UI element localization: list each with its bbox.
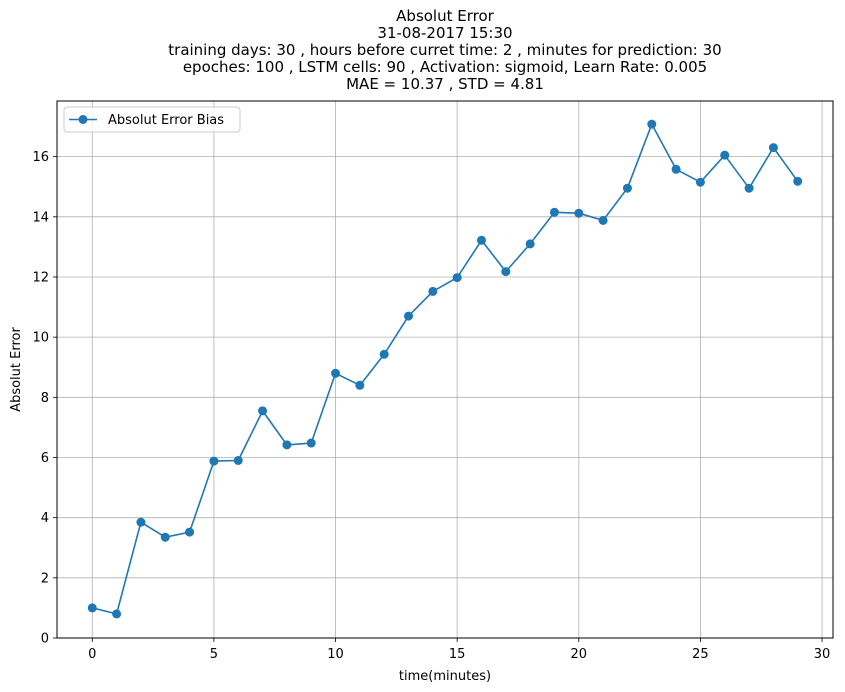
x-axis-label: time(minutes) bbox=[399, 669, 491, 684]
x-tick-label: 5 bbox=[210, 647, 218, 662]
x-tick-label: 15 bbox=[449, 647, 466, 662]
y-tick-label: 0 bbox=[41, 632, 49, 647]
y-tick-label: 6 bbox=[41, 451, 49, 466]
series-line bbox=[92, 123, 799, 615]
data-point bbox=[525, 239, 535, 249]
data-point bbox=[793, 176, 803, 186]
data-point bbox=[452, 273, 462, 283]
x-tick-label: 0 bbox=[88, 647, 96, 662]
data-point bbox=[331, 368, 341, 378]
y-tick-label: 10 bbox=[32, 331, 49, 346]
y-tick-label: 12 bbox=[32, 270, 49, 285]
tick-layer: 0 5 10 15 20 25 30 0 2 4 6 8 10 12 14 16 bbox=[32, 150, 830, 662]
y-tick-label: 14 bbox=[32, 210, 49, 225]
data-point bbox=[87, 603, 97, 613]
y-tick-label: 16 bbox=[32, 150, 49, 165]
data-point bbox=[428, 286, 438, 296]
title-line-1: Absolut Error bbox=[396, 7, 494, 25]
data-point bbox=[355, 380, 365, 390]
data-point bbox=[233, 456, 243, 466]
x-tick-label: 25 bbox=[692, 647, 709, 662]
data-point bbox=[574, 208, 584, 218]
title-line-4: epoches: 100 , LSTM cells: 90 , Activati… bbox=[182, 58, 708, 76]
data-point bbox=[501, 267, 511, 277]
y-tick-label: 2 bbox=[41, 571, 49, 586]
data-point bbox=[209, 456, 219, 466]
x-tick-label: 20 bbox=[571, 647, 588, 662]
legend-marker-swatch bbox=[78, 115, 88, 124]
chart-title: Absolut Error 31-08-2017 15:30 training … bbox=[0, 8, 845, 93]
data-point bbox=[549, 207, 559, 217]
data-point bbox=[720, 150, 730, 160]
x-tick-label: 30 bbox=[814, 647, 831, 662]
data-point bbox=[160, 532, 170, 542]
x-tick-label: 10 bbox=[327, 647, 344, 662]
legend: Absolut Error Bias bbox=[63, 106, 241, 133]
data-point bbox=[185, 527, 195, 537]
data-point bbox=[258, 406, 268, 416]
data-point bbox=[647, 119, 657, 129]
y-tick-label: 4 bbox=[41, 511, 49, 526]
data-point bbox=[622, 183, 632, 193]
data-point bbox=[282, 440, 292, 450]
data-point bbox=[768, 143, 778, 153]
legend-box bbox=[63, 106, 241, 133]
data-point bbox=[112, 609, 122, 619]
data-point bbox=[598, 215, 608, 225]
legend-entry-label: Absolut Error Bias bbox=[108, 113, 224, 128]
title-line-3: training days: 30 , hours before curret … bbox=[168, 41, 722, 59]
y-axis-label: Absolut Error bbox=[9, 327, 24, 412]
series-layer bbox=[87, 119, 803, 619]
data-point bbox=[671, 164, 681, 174]
data-point bbox=[136, 517, 146, 527]
title-line-2: 31-08-2017 15:30 bbox=[377, 24, 513, 42]
title-line-5: MAE = 10.37 , STD = 4.81 bbox=[346, 75, 544, 93]
data-point bbox=[476, 235, 486, 245]
axes-frame bbox=[56, 100, 834, 639]
data-point bbox=[404, 311, 414, 321]
data-point bbox=[695, 177, 705, 187]
grid-lines bbox=[57, 101, 833, 639]
data-point bbox=[379, 349, 389, 359]
y-tick-label: 8 bbox=[41, 391, 49, 406]
data-point bbox=[744, 183, 754, 193]
data-point bbox=[306, 438, 316, 448]
